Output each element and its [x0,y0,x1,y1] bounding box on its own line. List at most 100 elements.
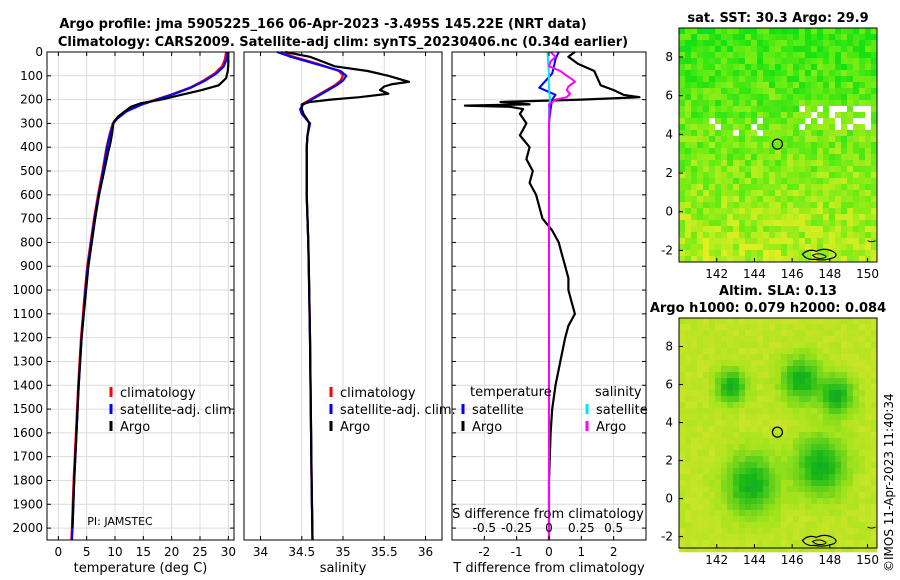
map-cell [727,450,734,457]
map-cell [733,420,740,427]
map-cell [871,378,878,385]
map-cell [679,142,686,149]
map-cell [823,384,830,391]
map-cell [829,202,836,209]
map-cell [865,154,872,161]
map-cell [799,522,806,529]
map-cell [691,130,698,137]
map-cell [805,178,812,185]
map-cell [817,480,824,487]
map-cell [769,414,776,421]
map-cell [739,94,746,101]
map-cell [805,510,812,517]
map-cell [697,124,704,131]
map-cell [811,546,818,553]
map-cell [847,148,854,155]
map-cell [739,148,746,155]
map-cell [709,342,716,349]
map-cell [691,318,698,325]
map-cell [841,40,848,47]
map-cell [757,432,764,439]
map-cell [835,336,842,343]
map-cell [841,88,848,95]
map-cell [781,432,788,439]
map-cell [721,244,728,251]
map-cell [763,348,770,355]
map-cell [817,546,824,553]
map-cell [739,516,746,523]
map-cell [793,366,800,373]
map-cell [865,438,872,445]
map-cell [835,52,842,59]
map-cell [781,480,788,487]
map-cell [799,148,806,155]
map-cell [835,178,842,185]
map-cell [817,154,824,161]
map-cell [679,112,686,119]
map-cell [691,372,698,379]
y-tick-label: 800 [20,235,43,249]
map-cell [793,220,800,227]
map-cell [691,220,698,227]
map-cell [739,214,746,221]
map-cell [739,390,746,397]
map-cell [787,202,794,209]
map-cell [763,456,770,463]
x-tick-label: 15 [136,545,151,559]
map-cell [805,94,812,101]
map-cell [685,516,692,523]
map-cell [745,136,752,143]
map-cell [775,148,782,155]
map-cell [691,28,698,35]
map-cell [715,214,722,221]
map-cell [751,130,758,137]
map-cell [847,528,854,535]
map-cell [769,450,776,457]
map-cell [781,46,788,53]
map-cell [709,348,716,355]
map-cell [805,546,812,553]
map-cell [793,82,800,89]
map-cell [739,426,746,433]
map-cell [703,172,710,179]
map-cell [715,124,722,131]
map-cell [793,492,800,499]
map-cell [775,336,782,343]
map-cell [853,148,860,155]
map-cell [745,100,752,107]
map-cell [751,504,758,511]
map-cell [691,366,698,373]
map-cell [859,166,866,173]
map-cell [847,354,854,361]
y-tick-label: -2 [661,530,673,544]
map-cell [799,480,806,487]
map-cell [733,166,740,173]
x-tick-label: 5 [83,545,91,559]
legend-label-argo: Argo [472,420,502,435]
map-cell [745,250,752,257]
map-cell [757,438,764,445]
map-cell [703,88,710,95]
map-cell [751,384,758,391]
map-cell [847,196,854,203]
map-cell [811,166,818,173]
argo-location-marker [771,426,784,438]
map-cell [781,384,788,391]
map-cell [727,372,734,379]
map-cell [811,414,818,421]
map-cell [847,178,854,185]
map-cell [709,46,716,53]
map-cell [733,28,740,35]
map-cell [709,28,716,35]
map-cell [751,142,758,149]
map-cell [769,528,776,535]
sst_map-frame [678,27,878,263]
map-cell [745,184,752,191]
map-cell [757,420,764,427]
salinity-series-argo [284,50,411,541]
map-cell [757,408,764,415]
map-cell [859,396,866,403]
map-cell [739,444,746,451]
map-cell [769,456,776,463]
map-cell [775,468,782,475]
